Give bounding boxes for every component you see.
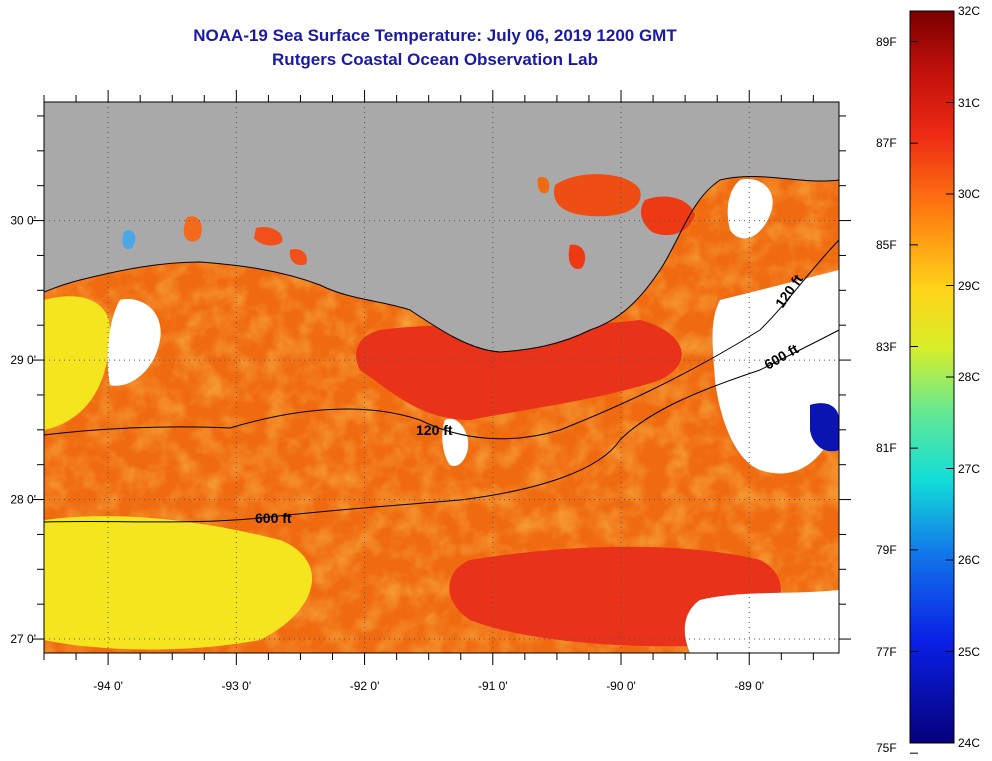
contour-label: 120 ft bbox=[416, 422, 453, 438]
colorbar-fahrenheit-label: 89F bbox=[876, 34, 897, 49]
lake bbox=[183, 216, 202, 242]
latitude-tick-label: 27 0' bbox=[10, 632, 36, 646]
latitude-tick-label: 28 0' bbox=[10, 493, 36, 507]
lake bbox=[568, 244, 586, 269]
axis-ticks bbox=[32, 90, 851, 665]
cloud-cover bbox=[442, 418, 469, 466]
cloud-cover bbox=[712, 270, 839, 474]
colorbar-celsius-label: 31C bbox=[958, 95, 981, 110]
colorbar-celsius-label: 32C bbox=[958, 4, 981, 18]
lake bbox=[554, 174, 641, 217]
cloud-cover bbox=[684, 590, 839, 653]
colorbar-celsius-label: 28C bbox=[958, 370, 981, 384]
land-mass bbox=[44, 102, 839, 352]
longitude-tick-label: -92 0' bbox=[350, 679, 380, 693]
colorbar-fahrenheit-label: 87F bbox=[876, 136, 897, 151]
warm-region bbox=[356, 320, 682, 420]
lake bbox=[640, 196, 695, 236]
longitude-tick-label: -93 0' bbox=[222, 679, 252, 693]
coastline bbox=[44, 175, 839, 353]
colorbar-celsius-label: 30C bbox=[958, 187, 981, 201]
depth-contour-120ft bbox=[44, 239, 839, 440]
depth-contour-600ft bbox=[44, 329, 839, 523]
colorbar-celsius-label: 27C bbox=[958, 461, 981, 476]
lake bbox=[289, 248, 307, 266]
map-subtitle: Rutgers Coastal Ocean Observation Lab bbox=[272, 50, 598, 69]
map-title: NOAA-19 Sea Surface Temperature: July 06… bbox=[193, 26, 677, 45]
lake bbox=[122, 230, 136, 250]
graticule bbox=[44, 102, 839, 653]
colorbar-fahrenheit-label: 77F bbox=[876, 644, 897, 659]
cool-region bbox=[44, 296, 110, 430]
latitude-tick-label: 29 0' bbox=[10, 353, 36, 367]
colorbar-fahrenheit-label: 85F bbox=[876, 237, 897, 252]
colorbar-fahrenheit-label: 79F bbox=[876, 542, 897, 557]
cloud-cover bbox=[727, 179, 773, 239]
colorbar-fahrenheit-label: 81F bbox=[876, 441, 897, 456]
cool-region bbox=[44, 516, 313, 650]
cold-patch bbox=[810, 403, 839, 452]
longitude-tick-label: -89 0' bbox=[734, 679, 764, 693]
colorbar-fahrenheit-label: 75F bbox=[876, 741, 897, 755]
colorbar-celsius-label: 26C bbox=[958, 553, 981, 567]
lake bbox=[254, 226, 283, 246]
cloud-cover bbox=[107, 299, 161, 386]
plot-area: 120 ft 120 ft 600 ft 600 ft bbox=[44, 102, 839, 653]
longitude-tick-label: -94 0' bbox=[93, 679, 123, 693]
latitude-tick-label: 30 0' bbox=[10, 214, 36, 228]
colorbar-celsius-label: 24C bbox=[958, 736, 981, 750]
colorbar-ticks bbox=[910, 10, 954, 754]
longitude-tick-label: -91 0' bbox=[478, 679, 508, 693]
longitude-axis: -94 0' -93 0' -92 0' -91 0' -90 0' -89 0' bbox=[93, 679, 764, 693]
longitude-tick-label: -90 0' bbox=[606, 679, 636, 693]
latitude-axis: 30 0' 29 0' 28 0' 27 0' bbox=[10, 214, 36, 646]
colorbar-celsius-label: 25C bbox=[958, 644, 981, 659]
colorbar-fahrenheit-label: 83F bbox=[876, 339, 897, 354]
lake bbox=[537, 176, 550, 194]
colorbar-celsius-label: 29C bbox=[958, 278, 981, 293]
plot-frame bbox=[43, 101, 840, 654]
contour-label: 600 ft bbox=[255, 510, 292, 526]
